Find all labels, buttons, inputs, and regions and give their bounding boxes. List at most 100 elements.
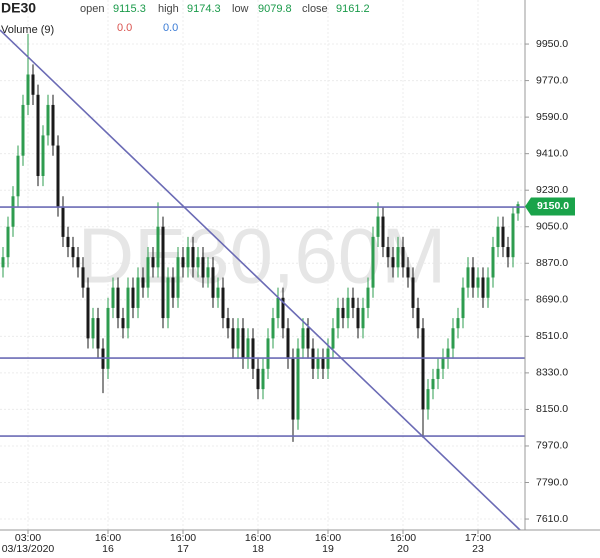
candle-body	[236, 328, 240, 349]
candle-body	[466, 267, 470, 288]
candle-body	[356, 307, 360, 329]
candle-body	[216, 287, 220, 298]
y-tick-label: 8150.0	[536, 403, 568, 415]
candle-body	[416, 307, 420, 329]
candle-body	[141, 277, 145, 288]
candle-body	[136, 277, 140, 308]
candle-body	[271, 318, 275, 339]
candle-body	[481, 277, 485, 298]
candle-body	[306, 328, 310, 349]
candle-body	[331, 328, 335, 349]
candle-body	[71, 247, 75, 258]
x-tick-label: 16:00	[245, 532, 271, 544]
candle-body	[301, 328, 305, 349]
header-value: 9115.3	[113, 3, 146, 15]
candle-body	[91, 318, 95, 339]
candle-body	[431, 378, 435, 390]
y-tick-label: 8690.0	[536, 294, 568, 306]
candle-body	[66, 236, 70, 248]
candle-body	[451, 328, 455, 349]
candle-body	[336, 307, 340, 329]
candle-body	[426, 389, 430, 410]
candle-body	[421, 328, 425, 410]
candle-body	[166, 277, 170, 319]
candle-body	[371, 236, 375, 288]
candle-body	[346, 297, 350, 319]
candle-body	[146, 257, 150, 288]
candle-body	[471, 267, 475, 288]
candle-body	[381, 216, 385, 248]
candle-body	[196, 257, 200, 268]
candle-body	[411, 277, 415, 308]
trend-lines	[0, 29, 525, 531]
candle-body	[261, 368, 265, 390]
candle-body	[41, 135, 45, 176]
candle-body	[376, 216, 380, 237]
candle-body	[171, 277, 175, 298]
candle-body	[151, 257, 155, 268]
candle-body	[256, 368, 260, 390]
candle-body	[16, 155, 20, 197]
x-date-label: 18	[252, 543, 264, 555]
candle-body	[76, 257, 80, 268]
candle-body	[341, 307, 345, 319]
candle-body	[126, 287, 130, 329]
candle-body	[6, 226, 10, 258]
candle-body	[201, 257, 205, 278]
candle-body	[506, 247, 510, 258]
candle-body	[191, 247, 195, 268]
candle-body	[366, 287, 370, 308]
candle-body	[36, 94, 40, 176]
candle-body	[181, 257, 185, 268]
header-label: high	[158, 3, 179, 15]
header: DE30 Volume (9) open 9115.3 high 9174.3 low 9…	[1, 0, 370, 36]
trend-line	[0, 29, 521, 531]
x-tick-label: 16:00	[315, 532, 341, 544]
symbol: DE30	[1, 0, 36, 16]
y-tick-label: 7610.0	[536, 513, 568, 525]
price-label-box	[525, 197, 575, 216]
candle-body	[226, 318, 230, 329]
x-date-label: 03/13/2020	[2, 543, 55, 555]
y-tick-label: 8330.0	[536, 367, 568, 379]
x-date-label: 17	[177, 543, 189, 555]
header-label: open	[80, 3, 104, 15]
axes: 9950.0 9770.0 9590.0 9410.0 9230.0 9050.0 8870…	[2, 38, 575, 555]
y-tick-label: 9230.0	[536, 184, 568, 196]
candle-body	[116, 287, 120, 319]
candle-body	[81, 267, 85, 288]
candle-body	[206, 267, 210, 278]
x-date-label: 19	[322, 543, 334, 555]
candle-body	[361, 307, 365, 329]
candle-body	[56, 145, 60, 207]
candle-body	[246, 338, 250, 359]
candle-body	[501, 226, 505, 248]
candle-body	[406, 267, 410, 278]
x-tick-label: 16:00	[390, 532, 416, 544]
candle-body	[391, 257, 395, 268]
candle-body	[386, 247, 390, 258]
y-tick-label: 9950.0	[536, 38, 568, 50]
candle-body	[516, 204, 520, 214]
y-tick-label: 9770.0	[536, 74, 568, 86]
candles	[1, 33, 520, 442]
candle-body	[211, 267, 215, 298]
header-value: 9161.2	[336, 3, 370, 15]
candle-body	[401, 247, 405, 268]
candle-body	[286, 328, 290, 359]
candle-body	[21, 104, 25, 156]
candle-body	[241, 328, 245, 359]
candle-body	[221, 287, 225, 319]
candle-body	[396, 247, 400, 268]
candle-body	[121, 318, 125, 329]
candle-body	[156, 226, 160, 268]
candle-body	[351, 297, 355, 308]
candle-body	[61, 206, 65, 237]
candle-body	[281, 297, 285, 329]
price-label: 9150.0	[537, 200, 569, 212]
candle-body	[231, 328, 235, 349]
y-tick-label: 7790.0	[536, 476, 568, 488]
candle-body	[31, 74, 35, 95]
